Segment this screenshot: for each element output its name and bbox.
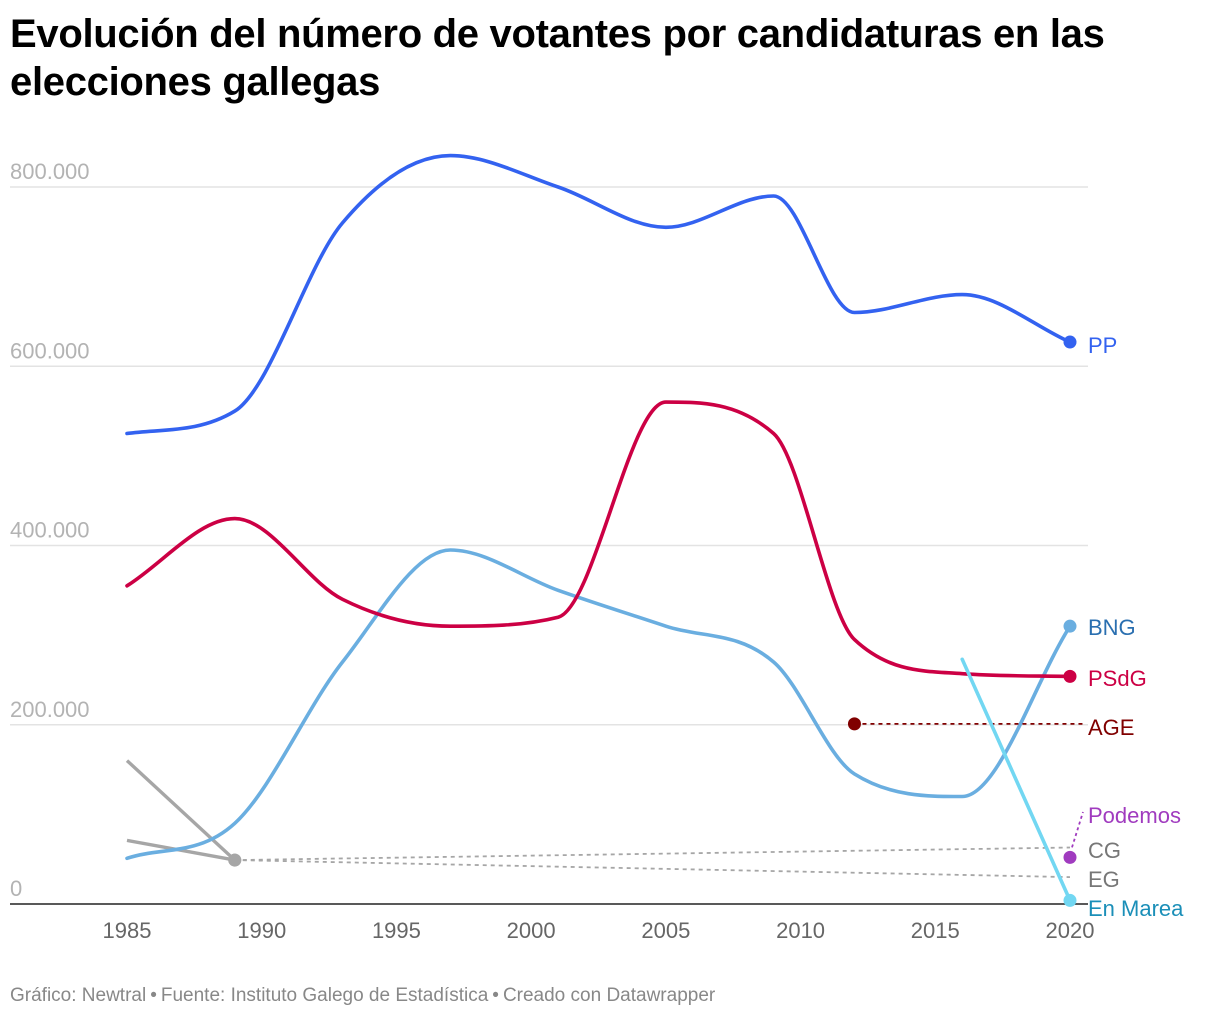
series-line-bng [125, 548, 1072, 861]
series-label-eg: EG [1088, 867, 1120, 892]
series-point-podemos [1063, 850, 1077, 864]
y-tick-label: 400.000 [10, 518, 90, 543]
series-lines [125, 153, 1084, 907]
series-line-psdg [125, 400, 1072, 679]
x-tick-label: 2015 [911, 918, 960, 943]
x-tick-label: 1995 [372, 918, 421, 943]
chart-title: Evolución del número de votantes por can… [10, 12, 1105, 104]
y-tick-label: 0 [10, 876, 22, 901]
series-line-cg [125, 759, 236, 862]
series-label-bng: BNG [1088, 615, 1136, 640]
x-tick-label: 2010 [776, 918, 825, 943]
footer-separator: • [492, 985, 499, 1006]
series-end-point-bng [1063, 619, 1077, 633]
series-connector-cg [234, 846, 1071, 861]
series-line-en-marea [960, 657, 1072, 903]
series-point-eg [228, 853, 242, 867]
footer: Gráfico: Newtral • Fuente: Instituto Galeg… [10, 985, 715, 1007]
series-label-en-marea: En Marea [1088, 896, 1184, 921]
y-tick-label: 800.000 [10, 159, 90, 184]
series-label-age: AGE [1088, 715, 1134, 740]
y-tick-label: 200.000 [10, 697, 90, 722]
footer-source: Fuente: Instituto Galego de Estadística [160, 985, 489, 1006]
footer-separator: • [150, 985, 157, 1006]
x-tick-label: 1985 [103, 918, 152, 943]
x-tick-label: 1990 [237, 918, 286, 943]
series-label-pp: PP [1088, 333, 1117, 358]
series-connector-eg [234, 859, 1071, 879]
x-tick-label: 2020 [1046, 918, 1095, 943]
series-label-leader-podemos [1071, 811, 1084, 848]
series-end-point-en-marea [1063, 893, 1077, 907]
series-point-age [847, 717, 861, 731]
grid-lines: 0 200.000 400.000 600.000 800.000 [10, 159, 1088, 905]
series-label-podemos: Podemos [1088, 803, 1181, 828]
series-labels: CG EG BNG PSdG PP AGE En Marea Podemos [1088, 333, 1184, 921]
series-end-point-pp [1063, 335, 1077, 349]
x-tick-label: 2000 [507, 918, 556, 943]
x-tick-label: 2005 [641, 918, 690, 943]
series-end-point-psdg [1063, 669, 1077, 683]
y-tick-label: 600.000 [10, 338, 90, 363]
footer-credit: Gráfico: Newtral [10, 985, 147, 1006]
series-line-pp [125, 153, 1072, 436]
footer-tool: Creado con Datawrapper [502, 985, 716, 1006]
x-axis: 1985 1990 1995 2000 2005 2010 2015 2020 [103, 918, 1095, 943]
series-label-psdg: PSdG [1088, 666, 1147, 691]
series-label-cg: CG [1088, 838, 1121, 863]
